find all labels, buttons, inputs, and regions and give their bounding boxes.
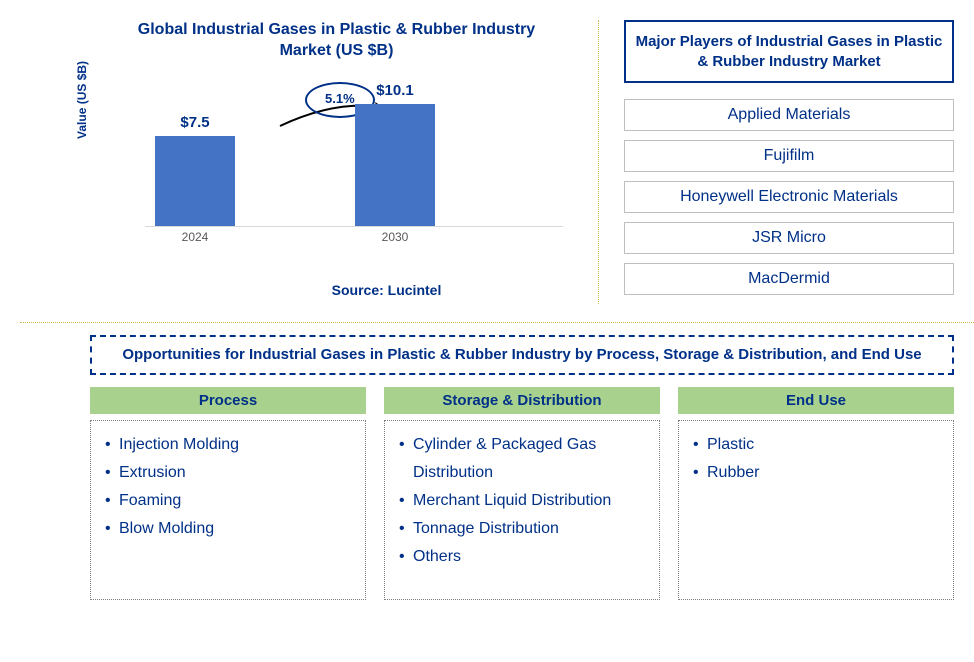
category-list: Injection MoldingExtrusionFoamingBlow Mo… [105,431,355,543]
player-item: JSR Micro [624,222,954,254]
category-item: Extrusion [105,459,355,487]
bar-2024: $7.5 [155,136,235,226]
categories-row: Process Injection MoldingExtrusionFoaming… [90,387,954,600]
category-item: Blow Molding [105,515,355,543]
top-row: Global Industrial Gases in Plastic & Rub… [90,20,954,304]
y-axis-label: Value (US $B) [75,61,89,139]
category-column: Storage & Distribution Cylinder & Package… [384,387,660,600]
source-label: Source: Lucintel [90,282,583,298]
category-item: Rubber [693,459,943,487]
plot-area: 5.1% $7.52024$10.12030 [145,82,563,227]
category-item: Tonnage Distribution [399,515,649,543]
category-item: Cylinder & Packaged Gas Distribution [399,431,649,487]
chart-title: Global Industrial Gases in Plastic & Rub… [90,20,583,62]
players-list: Applied Materials Fujifilm Honeywell Elect… [624,99,954,295]
players-panel: Major Players of Industrial Gases in Pla… [624,20,954,304]
category-header: Process [90,387,366,414]
player-item: Honeywell Electronic Materials [624,181,954,213]
category-list: PlasticRubber [693,431,943,487]
x-tick-2030: 2030 [382,230,409,244]
bar-label-2024: $7.5 [155,114,235,131]
chart-area: Value (US $B) 5.1% $7.52024$10.12030 [90,72,583,252]
category-column: End Use PlasticRubber [678,387,954,600]
chart-panel: Global Industrial Gases in Plastic & Rub… [90,20,599,304]
category-item: Plastic [693,431,943,459]
category-item: Foaming [105,487,355,515]
players-title: Major Players of Industrial Gases in Pla… [624,20,954,83]
category-item: Injection Molding [105,431,355,459]
category-item: Others [399,543,649,571]
x-tick-2024: 2024 [182,230,209,244]
growth-label: 5.1% [325,91,355,106]
bar-label-2030: $10.1 [355,82,435,99]
horizontal-divider [20,322,974,323]
opportunities-title: Opportunities for Industrial Gases in Pl… [90,335,954,375]
category-box: Injection MoldingExtrusionFoamingBlow Mo… [90,420,366,600]
category-box: Cylinder & Packaged Gas DistributionMerc… [384,420,660,600]
category-header: End Use [678,387,954,414]
category-column: Process Injection MoldingExtrusionFoaming… [90,387,366,600]
bar-2030: $10.1 [355,104,435,225]
category-box: PlasticRubber [678,420,954,600]
category-header: Storage & Distribution [384,387,660,414]
player-item: Applied Materials [624,99,954,131]
category-list: Cylinder & Packaged Gas DistributionMerc… [399,431,649,571]
player-item: Fujifilm [624,140,954,172]
category-item: Merchant Liquid Distribution [399,487,649,515]
player-item: MacDermid [624,263,954,295]
